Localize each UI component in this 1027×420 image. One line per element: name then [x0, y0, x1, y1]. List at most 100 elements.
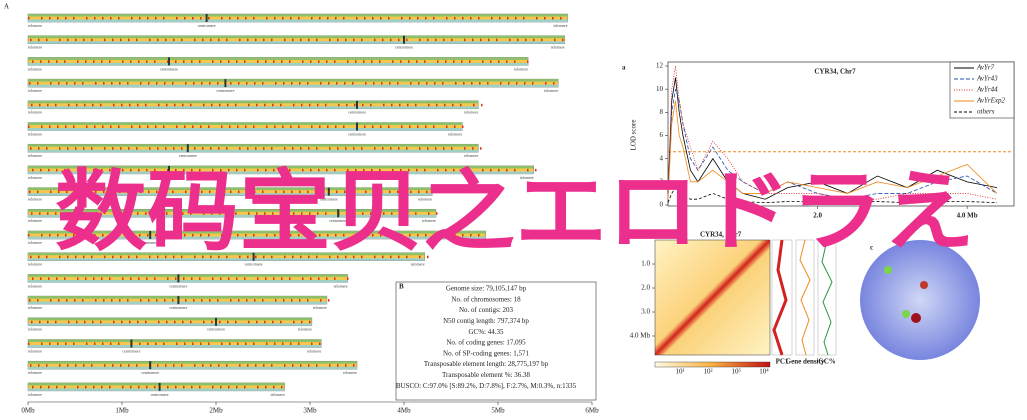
- gene-speck: [139, 234, 141, 237]
- gene-speck: [30, 147, 32, 150]
- gene-speck: [32, 277, 34, 280]
- gene-speck: [417, 17, 419, 20]
- gene-speck: [262, 82, 264, 85]
- panel-label: b: [636, 232, 640, 240]
- gene-speck: [311, 342, 313, 345]
- gene-speck: [345, 255, 347, 259]
- gene-speck: [262, 190, 264, 194]
- telomere-label: telomere: [28, 66, 42, 71]
- gene-speck: [361, 38, 363, 42]
- gene-speck: [193, 82, 195, 85]
- gene-speck: [112, 147, 114, 150]
- gene-speck: [157, 147, 159, 150]
- gene-speck: [127, 190, 129, 194]
- gene-speck: [28, 342, 30, 345]
- gene-speck: [118, 234, 120, 237]
- gene-speck: [316, 147, 318, 150]
- gene-speck: [498, 168, 500, 172]
- legend-label: AvYrExp2: [976, 97, 1005, 105]
- gene-speck: [201, 190, 203, 194]
- gene-speck: [370, 212, 372, 215]
- gene-speck: [137, 320, 139, 324]
- gene-speck: [149, 255, 151, 259]
- gene-speck: [307, 190, 309, 194]
- lod-line: [667, 100, 998, 200]
- centromere: [403, 35, 405, 44]
- gene-speck: [176, 125, 178, 128]
- gene-speck: [82, 190, 84, 194]
- colorbar-label: 10²: [703, 368, 712, 376]
- gene-speck: [121, 320, 123, 324]
- track-label: GC%: [818, 358, 836, 366]
- telomere-label: telomere: [411, 262, 425, 267]
- gene-speck: [184, 234, 186, 237]
- gene-speck: [271, 364, 273, 367]
- gene-speck: [86, 234, 88, 237]
- gc-band: [28, 361, 357, 364]
- gene-speck: [194, 147, 196, 150]
- gene-speck: [356, 234, 358, 237]
- telomere-label: telomere: [472, 240, 486, 245]
- gene-speck: [254, 299, 256, 302]
- centromere-label: centromere: [198, 23, 216, 28]
- gene-speck: [237, 17, 239, 20]
- gene-speck: [56, 385, 58, 389]
- gene-speck: [397, 190, 399, 194]
- gene-speck: [103, 82, 105, 85]
- gene-speck: [219, 320, 221, 324]
- gene-speck: [426, 82, 428, 85]
- centromere-label: centromere: [179, 153, 197, 158]
- gene-speck: [95, 299, 97, 302]
- gene-speck: [437, 60, 439, 63]
- gene-speck: [372, 125, 374, 128]
- gene-speck: [181, 38, 183, 42]
- gene-speck: [238, 82, 240, 85]
- panel-label: c: [870, 244, 873, 252]
- gene-speck: [92, 103, 94, 107]
- gene-speck: [230, 299, 232, 302]
- gene-speck: [257, 60, 259, 63]
- gene-speck: [460, 103, 462, 107]
- gene-speck: [190, 320, 192, 324]
- gene-speck: [120, 38, 122, 42]
- gene-speck: [155, 342, 157, 345]
- gene-speck: [66, 82, 68, 85]
- gene-speck: [92, 320, 94, 324]
- gene-speck: [82, 299, 84, 302]
- gene-speck: [435, 38, 437, 42]
- gene-speck: [490, 60, 492, 63]
- gene-speck: [120, 364, 122, 367]
- gene-speck: [210, 255, 212, 259]
- gene-speck: [228, 168, 230, 172]
- gene-speck: [157, 364, 159, 367]
- gene-speck: [436, 103, 438, 107]
- gene-speck: [410, 190, 412, 194]
- gene-speck: [353, 255, 355, 259]
- centromere-label: centromere: [160, 66, 178, 71]
- gene-speck: [95, 82, 97, 85]
- gene-speck: [554, 38, 556, 42]
- gene-speck: [74, 190, 76, 194]
- gene-speck: [256, 212, 258, 215]
- gene-speck: [217, 82, 219, 85]
- gene-speck: [401, 125, 403, 128]
- gene-speck: [182, 212, 184, 215]
- gene-speck: [406, 147, 408, 150]
- gene-speck: [354, 103, 356, 107]
- gene-speck: [173, 364, 175, 367]
- telomere-label: telomere: [28, 283, 42, 288]
- gene-speck: [48, 60, 50, 63]
- gene-speck: [111, 82, 113, 85]
- plot-title: CYR34, Chr7: [700, 231, 742, 239]
- gene-speck: [310, 277, 312, 280]
- gene-speck: [248, 103, 250, 107]
- gene-speck: [192, 17, 194, 20]
- centromere: [337, 209, 340, 218]
- gene-speck: [379, 168, 381, 172]
- gene-speck: [346, 103, 348, 107]
- gene-speck: [292, 364, 294, 367]
- gene-speck: [112, 255, 114, 259]
- colorbar-label: 10⁴: [759, 368, 769, 376]
- gene-speck: [517, 38, 519, 42]
- gene-speck: [146, 60, 148, 63]
